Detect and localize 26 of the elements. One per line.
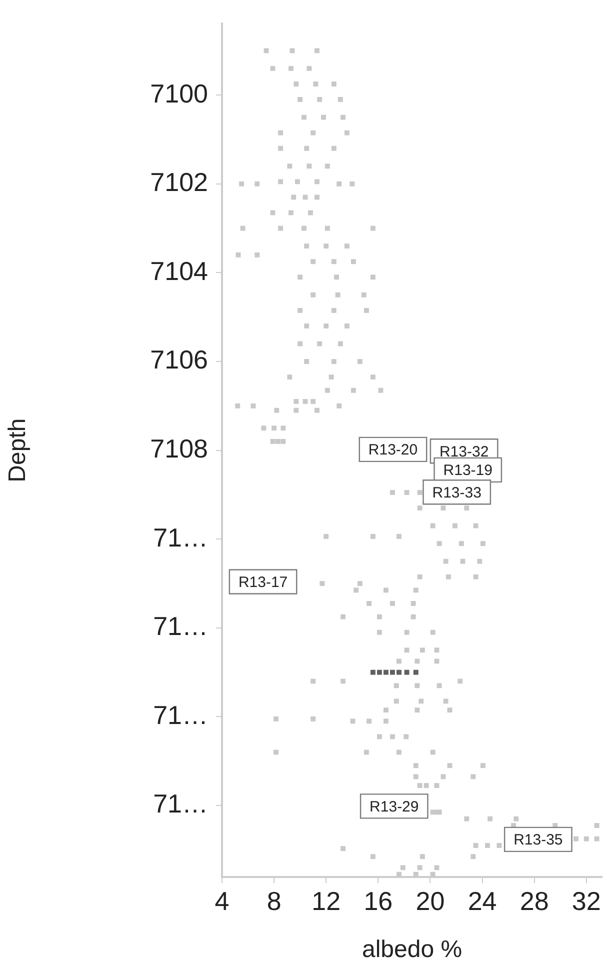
- x-tick-label: 24: [468, 886, 497, 916]
- x-tick-label: 20: [416, 886, 445, 916]
- annotation: R13-17: [238, 574, 288, 591]
- x-tick-label: 12: [312, 886, 341, 916]
- y-tick-label: 7108: [150, 433, 208, 464]
- y-tick-label: 71…: [153, 700, 208, 730]
- x-axis-title: albedo %: [362, 936, 462, 964]
- x-tick-label: 28: [520, 886, 549, 916]
- y-axis-title: Depth: [4, 418, 32, 482]
- annotation: R13-29: [370, 798, 419, 816]
- y-tick-label: 7102: [150, 167, 208, 198]
- y-tick-label: 7104: [150, 256, 208, 286]
- annotation: R13-35: [514, 832, 563, 849]
- y-tick-label: 7106: [150, 344, 208, 375]
- y-tick-label: 71…: [153, 788, 208, 819]
- annotation: R13-19: [443, 462, 492, 480]
- y-tick-label: 7100: [150, 78, 208, 108]
- annotation: R13-20: [368, 442, 418, 459]
- y-tick-label: 71…: [153, 611, 208, 642]
- x-tick-label: 16: [364, 886, 393, 916]
- annotation: R13-32: [439, 443, 489, 460]
- x-tick-label: 4: [214, 886, 230, 916]
- x-tick-label: 32: [572, 886, 601, 916]
- annotation: R13-33: [432, 484, 482, 502]
- x-tick-label: 8: [266, 886, 282, 916]
- y-tick-label: 71…: [153, 522, 208, 552]
